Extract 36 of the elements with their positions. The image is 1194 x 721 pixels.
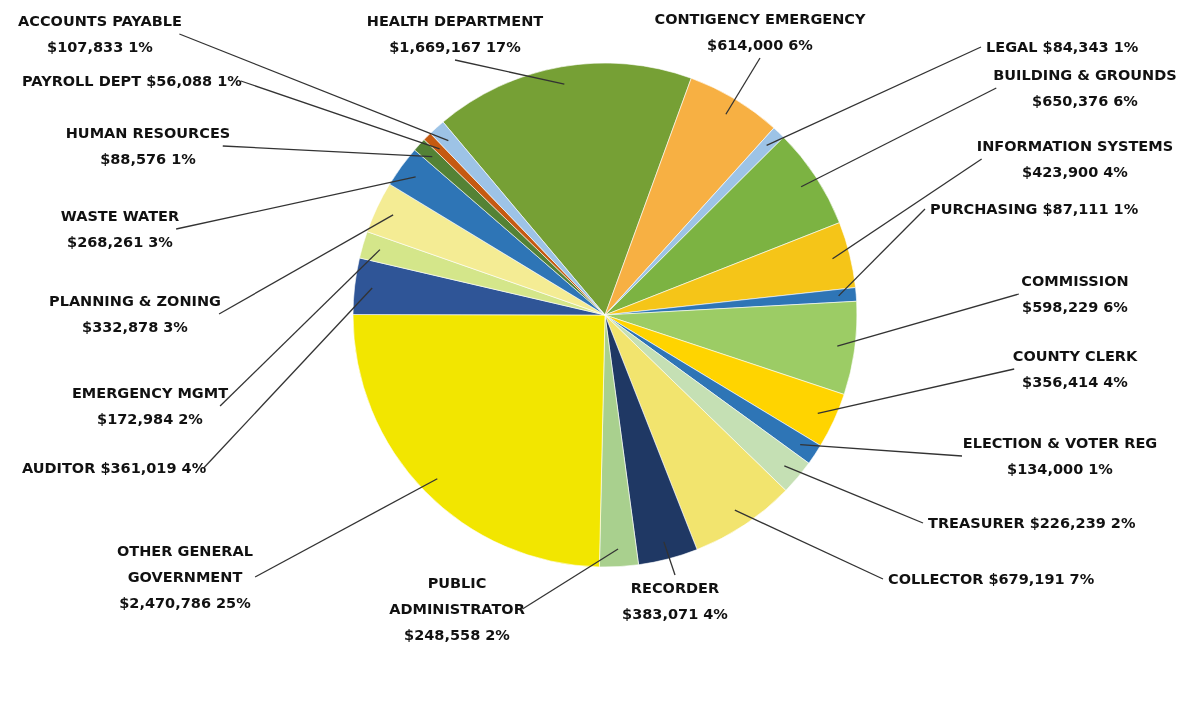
slice-label: LEGAL $84,343 1%	[986, 39, 1139, 55]
slice-label: ELECTION & VOTER REG	[962, 435, 1158, 451]
data-label: $650,376 6%	[1032, 93, 1139, 109]
data-label: $172,984 2%	[97, 411, 204, 427]
slice-label: EMERGENCY MGMT	[71, 385, 229, 401]
slice-label: COMMISSION	[1021, 273, 1129, 289]
data-label: $268,261 3%	[67, 234, 174, 250]
slice-label: PLANNING & ZONING	[49, 293, 221, 309]
slice-label: ACCOUNTS PAYABLE	[18, 13, 182, 29]
slice-label: AUDITOR $361,019 4%	[22, 460, 207, 476]
slice-label: OTHER GENERAL GOVERNMENT	[117, 543, 253, 585]
data-label: $383,071 4%	[622, 606, 729, 622]
slice-label: WASTE WATER	[60, 208, 180, 224]
data-label: $248,558 2%	[404, 627, 511, 643]
data-label: $614,000 6%	[707, 37, 814, 53]
slice-label: HEALTH DEPARTMENT	[366, 13, 544, 29]
data-label: $88,576 1%	[100, 151, 197, 167]
slice-label: RECORDER	[630, 580, 720, 596]
slice-label: INFORMATION SYSTEMS	[976, 138, 1174, 154]
data-label: $2,470,786 25%	[119, 595, 252, 611]
slice-label: PUBLIC ADMINISTRATOR	[389, 575, 525, 617]
slice-label: PAYROLL DEPT $56,088 1%	[22, 73, 243, 89]
data-label: $134,000 1%	[1007, 461, 1114, 477]
slice-label: BUILDING & GROUNDS	[993, 67, 1177, 83]
data-label: $356,414 4%	[1022, 374, 1129, 390]
slice-label: CONTIGENCY EMERGENCY	[654, 11, 866, 27]
slice-label: PURCHASING $87,111 1%	[930, 201, 1139, 217]
data-label: $1,669,167 17%	[389, 39, 522, 55]
data-label: $423,900 4%	[1022, 164, 1129, 180]
slice-label: HUMAN RESOURCES	[65, 125, 231, 141]
data-label: $332,878 3%	[82, 319, 189, 335]
slice-label: TREASURER $226,239 2%	[928, 515, 1136, 531]
data-label: $107,833 1%	[47, 39, 154, 55]
data-label: $598,229 6%	[1022, 299, 1129, 315]
slice-label: COUNTY CLERK	[1012, 348, 1139, 364]
slice-label: COLLECTOR $679,191 7%	[888, 571, 1095, 587]
